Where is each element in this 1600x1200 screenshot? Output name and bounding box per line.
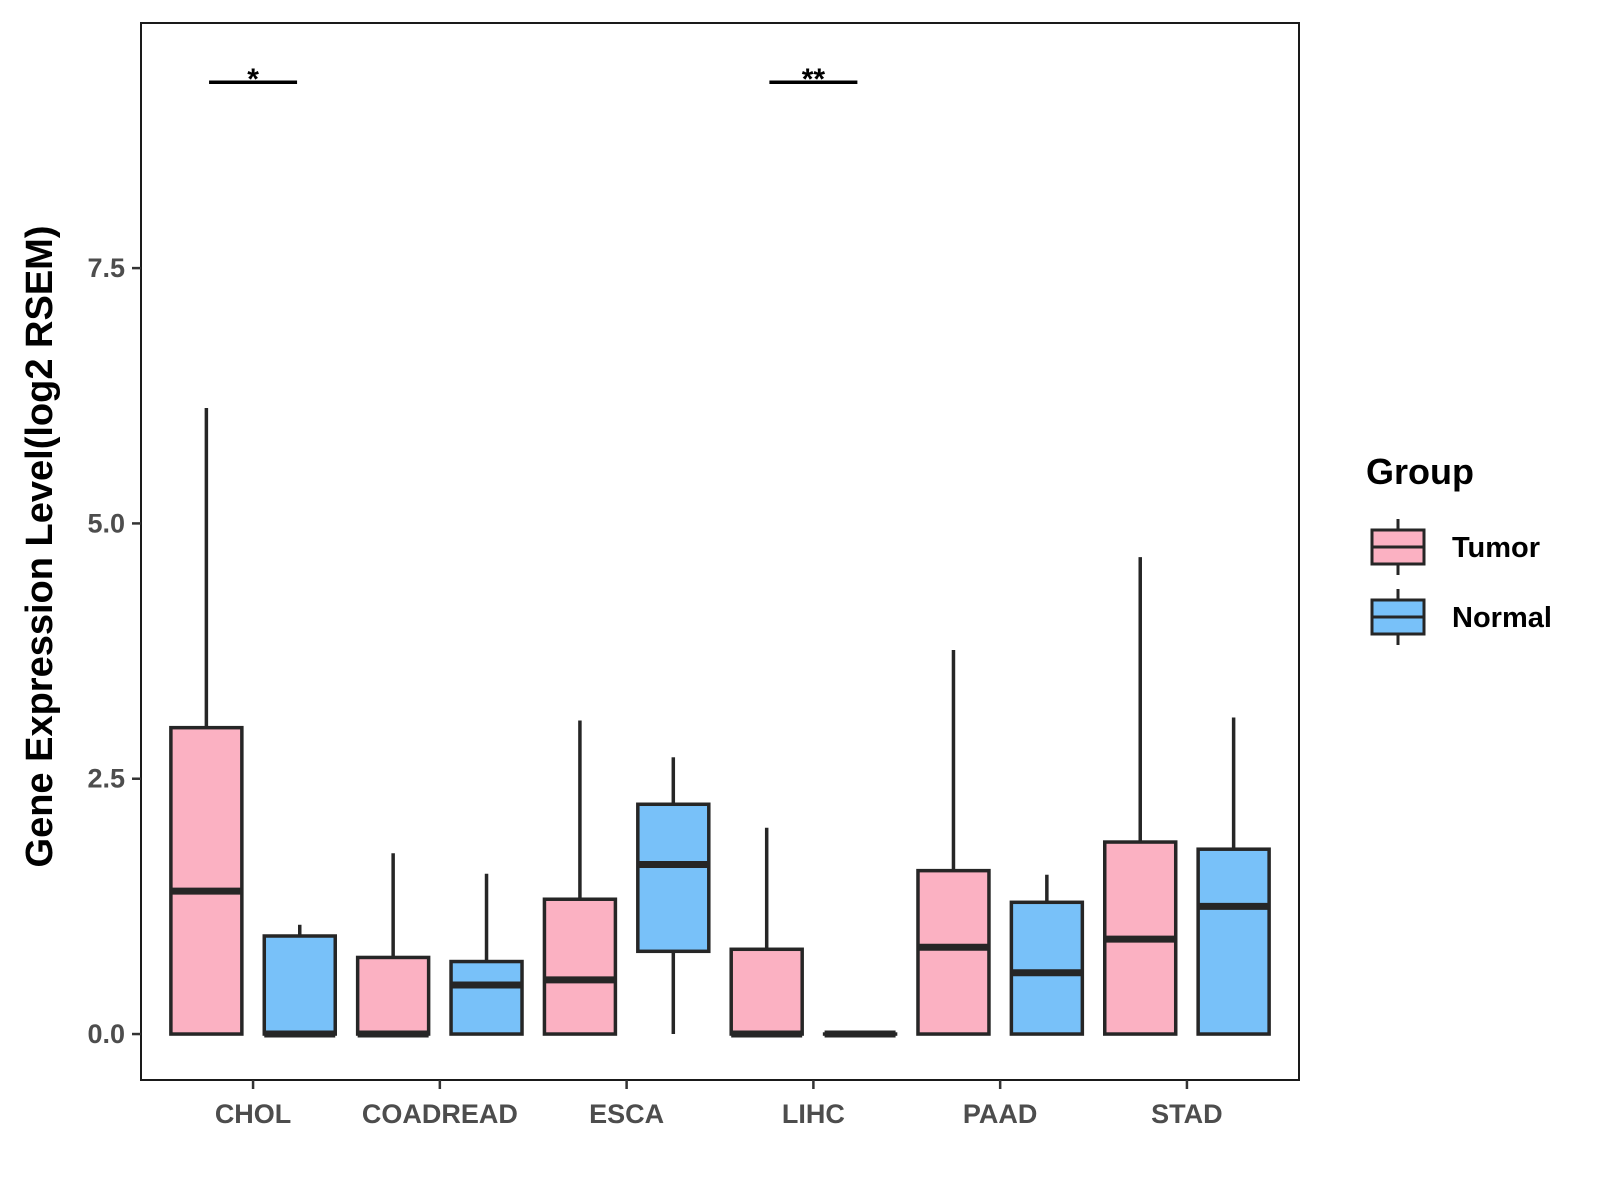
box-series	[169, 408, 1271, 1038]
x-axis: CHOL COADREAD ESCA LIHC PAAD STAD	[215, 1080, 1223, 1129]
y-tick-label: 7.5	[87, 253, 125, 283]
box-body	[729, 947, 804, 1036]
significance-lihc: **	[769, 63, 858, 96]
box-body	[636, 802, 711, 954]
box-body	[449, 959, 524, 1036]
y-tick-label: 5.0	[87, 508, 125, 538]
box-tumor-lihc	[729, 827, 804, 1038]
box-tumor-coadread	[355, 853, 431, 1038]
legend-item-tumor: Tumor	[1370, 519, 1540, 575]
y-axis: 0.0 2.5 5.0 7.5	[87, 253, 141, 1049]
significance-chol: *	[209, 63, 298, 96]
box-tumor-chol	[169, 408, 244, 1036]
y-tick-label: 0.0	[87, 1019, 125, 1049]
x-tick-label: ESCA	[589, 1099, 664, 1129]
box-body	[1009, 900, 1085, 1036]
x-tick-label: STAD	[1151, 1099, 1223, 1129]
box-normal-stad	[1196, 717, 1271, 1036]
significance-label: *	[247, 63, 259, 96]
box-normal-paad	[1009, 874, 1085, 1036]
box-body	[262, 934, 337, 1036]
box-tumor-esca	[542, 720, 618, 1036]
box-normal-chol	[262, 924, 337, 1038]
box-body	[916, 868, 991, 1036]
box-body	[1196, 847, 1271, 1036]
significance-label: **	[802, 63, 826, 96]
box-body	[169, 725, 244, 1036]
x-tick-label: COADREAD	[362, 1099, 518, 1129]
box-normal-esca	[636, 757, 711, 1035]
box-tumor-stad	[1103, 557, 1178, 1036]
x-tick-label: LIHC	[782, 1099, 845, 1129]
legend-title: Group	[1366, 451, 1474, 492]
legend: Group Tumor Normal	[1366, 451, 1552, 645]
box-normal-coadread	[449, 873, 524, 1036]
box-body	[355, 955, 431, 1036]
y-tick-label: 2.5	[87, 764, 125, 794]
legend-item-normal: Normal	[1370, 589, 1552, 645]
significance-annotations: * **	[209, 63, 858, 96]
y-axis-title: Gene Expression Level(log2 RSEM)	[19, 226, 61, 868]
box-body	[542, 897, 618, 1036]
x-tick-label: PAAD	[963, 1099, 1038, 1129]
box-tumor-paad	[916, 650, 991, 1036]
x-tick-label: CHOL	[215, 1099, 292, 1129]
legend-label: Normal	[1452, 602, 1552, 634]
legend-label: Tumor	[1452, 532, 1540, 564]
